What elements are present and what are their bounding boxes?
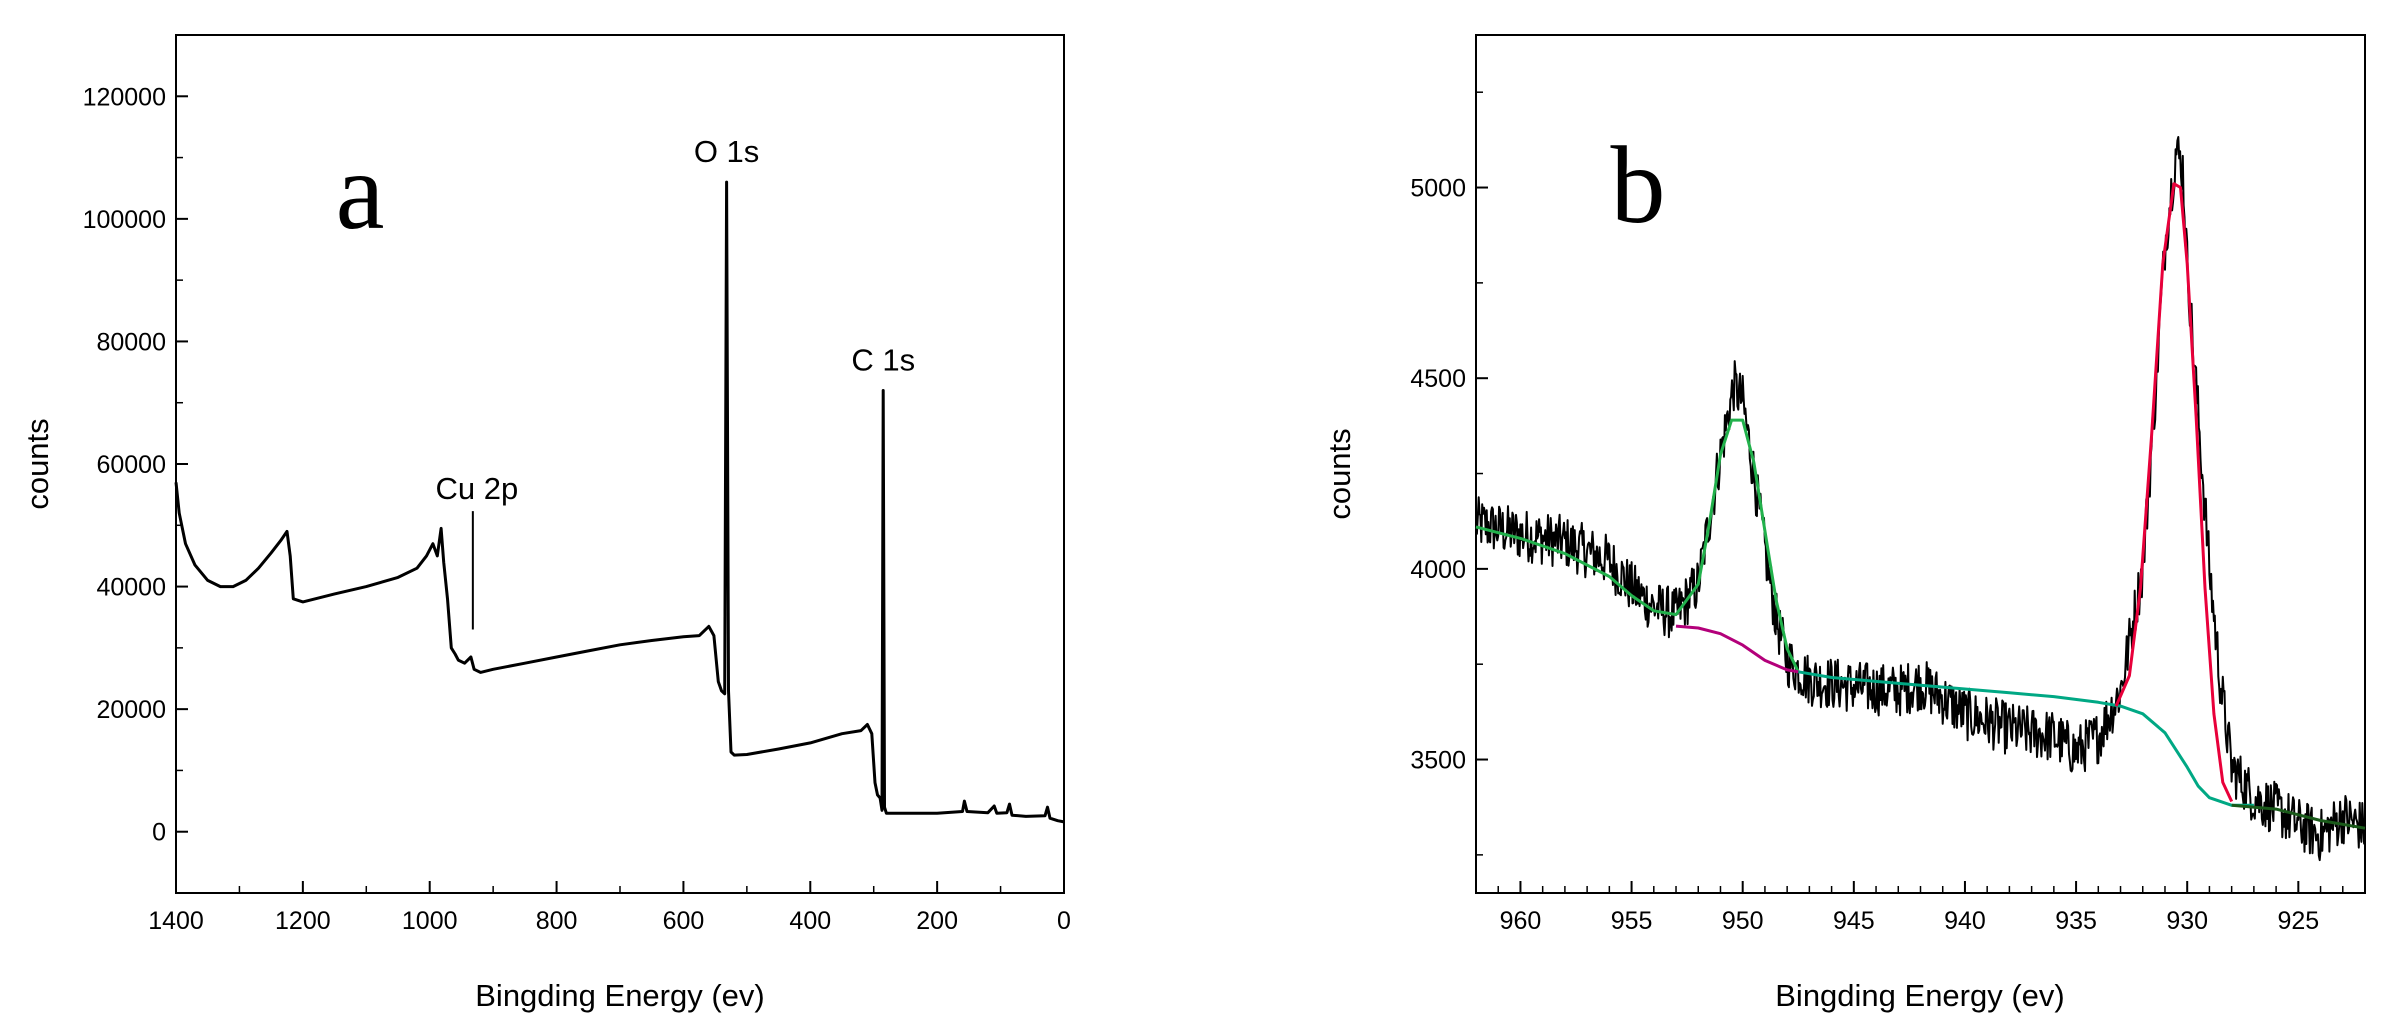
peak-label: C 1s xyxy=(851,342,915,377)
panel-a-y-tick-label: 80000 xyxy=(96,328,166,356)
panel-a-peak-annotations: O 1s C 1s Cu 2p xyxy=(435,134,915,630)
panel-a-y-tick-label: 20000 xyxy=(96,696,166,724)
panel-b-x-tick-label: 955 xyxy=(1611,907,1653,935)
panel-b-series-background-cu2p1/2 xyxy=(1675,624,1799,674)
panel-a-x-tick-label: 0 xyxy=(1057,907,1071,935)
panel-b-x-tick-label: 940 xyxy=(1944,907,1986,935)
panel-a-series xyxy=(174,180,1065,824)
panel-a-y-tick-label: 120000 xyxy=(83,83,166,111)
panel-b-x-axis-title: Bingding Energy (ev) xyxy=(1775,978,2065,1013)
panel-a-x-tick-label: 1000 xyxy=(402,907,458,935)
panel-b-x-tick-label: 930 xyxy=(2166,907,2208,935)
panel-b-x-tick-label: 950 xyxy=(1722,907,1764,935)
panel-a-x-tick-label: 600 xyxy=(663,907,705,935)
panel-a-axis-ticks: 1400 1200 1000 800 600 400 200 0020000400006000… xyxy=(83,34,1071,935)
panel-b-series-tail-fit xyxy=(2231,803,2366,830)
panel-a-y-tick-label: 100000 xyxy=(83,206,166,234)
panel-a-x-tick-label: 400 xyxy=(789,907,831,935)
panel-b-x-tick-label: 945 xyxy=(1833,907,1875,935)
panel-a-x-tick-label: 800 xyxy=(536,907,578,935)
panel-a-letter: a xyxy=(336,130,385,252)
panel-b-letter: b xyxy=(1611,124,1666,246)
panel-a-y-tick-label: 60000 xyxy=(96,451,166,479)
panel-b-series-fit-envelope xyxy=(1475,418,1800,673)
peak-label: O 1s xyxy=(694,134,759,169)
panel-b-series-background xyxy=(1798,670,2254,807)
panel-b-y-tick-label: 5000 xyxy=(1410,175,1466,203)
peak-label: Cu 2p xyxy=(435,471,518,506)
panel-b-series-peak-fit xyxy=(2114,182,2234,803)
panel-b-series-raw xyxy=(1475,136,2366,862)
panel-a-x-tick-label: 200 xyxy=(916,907,958,935)
panel-a-plot-frame xyxy=(175,34,1065,894)
panel-b-y-tick-label: 4000 xyxy=(1410,556,1466,584)
panel-b-y-tick-label: 4500 xyxy=(1410,365,1466,393)
panel-b-axis-ticks: 960 955 950 945 940 935 930 925 3500 4000 4500 5000 xyxy=(1410,91,2366,935)
panel-b-series xyxy=(1475,136,2366,862)
panel-a-y-tick-label: 40000 xyxy=(96,574,166,602)
panel-a-survey-spectrum: a Bingding Energy (ev) counts 1400 1200 10… xyxy=(20,34,1071,1013)
panel-b-cu2p-spectrum: b Bingding Energy (ev) counts 960 955 950 9… xyxy=(1322,34,2366,1013)
panel-b-y-axis-title: counts xyxy=(1322,428,1357,519)
panel-a-x-axis-title: Bingding Energy (ev) xyxy=(475,978,765,1013)
panel-a-y-axis-title: counts xyxy=(20,418,55,509)
panel-b-x-tick-label: 935 xyxy=(2055,907,2097,935)
panel-a-x-tick-label: 1200 xyxy=(275,907,331,935)
panel-a-series-line-0 xyxy=(174,180,1065,824)
panel-a-y-tick-label: 0 xyxy=(152,819,166,847)
panel-b-x-tick-label: 925 xyxy=(2277,907,2319,935)
panel-b-y-tick-label: 3500 xyxy=(1410,747,1466,775)
panel-a-x-tick-label: 1400 xyxy=(148,907,204,935)
panel-b-x-tick-label: 960 xyxy=(1500,907,1542,935)
